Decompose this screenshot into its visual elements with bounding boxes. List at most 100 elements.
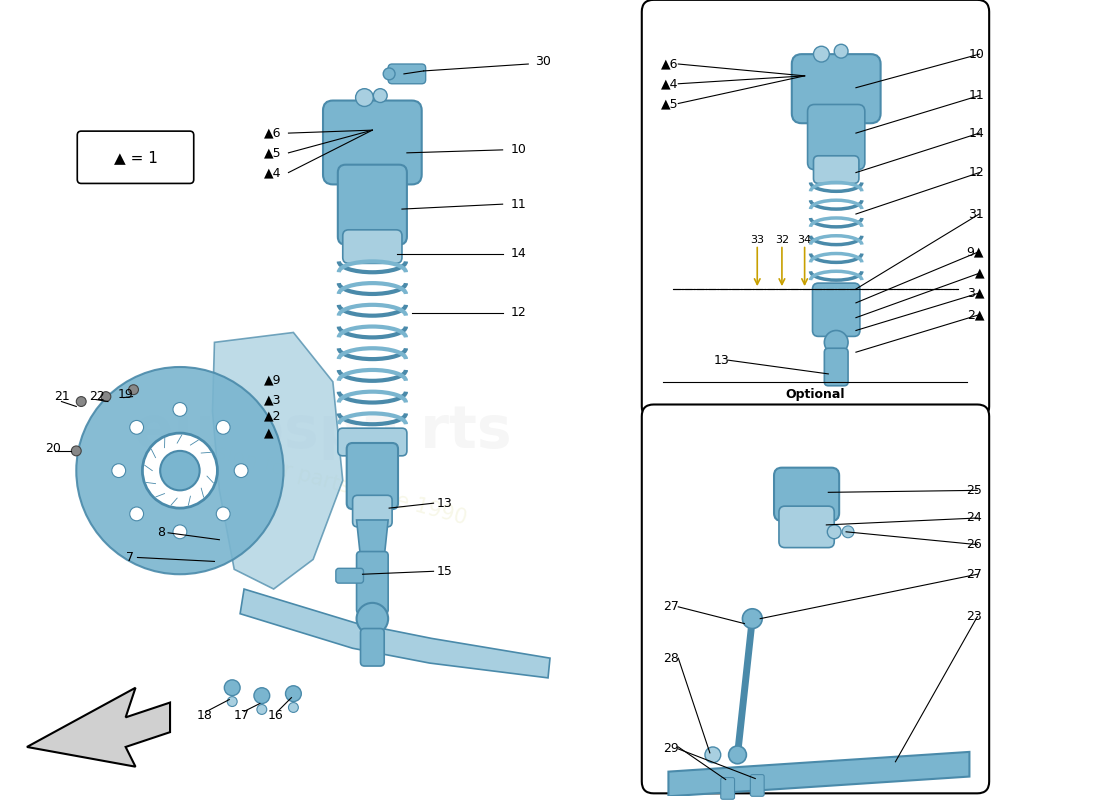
Circle shape: [129, 385, 139, 394]
Text: 12: 12: [968, 166, 984, 179]
FancyBboxPatch shape: [750, 774, 764, 796]
Text: 15: 15: [437, 565, 452, 578]
Circle shape: [257, 705, 267, 714]
FancyBboxPatch shape: [323, 101, 421, 185]
Text: 8: 8: [157, 526, 165, 539]
Circle shape: [112, 464, 125, 478]
Circle shape: [72, 446, 81, 456]
Text: 34: 34: [798, 234, 812, 245]
Text: 27: 27: [663, 600, 680, 614]
Circle shape: [814, 46, 829, 62]
Circle shape: [217, 421, 230, 434]
FancyBboxPatch shape: [77, 131, 194, 183]
Circle shape: [130, 507, 144, 521]
Circle shape: [824, 330, 848, 354]
Text: 16: 16: [267, 709, 284, 722]
Circle shape: [76, 367, 284, 574]
Text: 13: 13: [437, 497, 452, 510]
FancyBboxPatch shape: [807, 105, 865, 170]
Text: 9▲: 9▲: [967, 245, 984, 258]
Text: 10: 10: [510, 143, 527, 156]
Text: ▲: ▲: [264, 426, 274, 440]
FancyBboxPatch shape: [388, 64, 426, 84]
FancyBboxPatch shape: [361, 629, 384, 666]
Circle shape: [142, 433, 218, 508]
Text: ▲3: ▲3: [264, 393, 282, 406]
Circle shape: [254, 688, 270, 703]
Text: 20: 20: [45, 442, 60, 455]
Text: 11: 11: [510, 198, 526, 210]
Circle shape: [728, 746, 747, 764]
Text: 14: 14: [510, 247, 526, 260]
Text: 26: 26: [967, 538, 982, 551]
Text: 11: 11: [968, 89, 984, 102]
Circle shape: [705, 747, 720, 762]
Circle shape: [742, 609, 762, 629]
FancyBboxPatch shape: [779, 506, 834, 548]
Text: ▲4: ▲4: [264, 166, 282, 179]
Text: passion for parts since 1990: passion for parts since 1990: [177, 433, 469, 529]
Text: 22: 22: [89, 390, 104, 403]
Circle shape: [373, 89, 387, 102]
FancyBboxPatch shape: [792, 54, 881, 123]
FancyBboxPatch shape: [338, 165, 407, 245]
FancyBboxPatch shape: [813, 283, 860, 337]
Circle shape: [356, 603, 388, 634]
Circle shape: [834, 44, 848, 58]
Text: 14: 14: [968, 126, 984, 140]
FancyBboxPatch shape: [338, 428, 407, 456]
Text: 28: 28: [663, 652, 680, 665]
Circle shape: [383, 68, 395, 80]
Text: 21: 21: [55, 390, 70, 403]
Text: 7: 7: [125, 551, 133, 564]
Text: 10: 10: [968, 48, 984, 61]
Text: 12: 12: [510, 306, 526, 319]
FancyBboxPatch shape: [641, 405, 989, 794]
Text: 17: 17: [234, 709, 250, 722]
Circle shape: [101, 392, 111, 402]
FancyBboxPatch shape: [343, 230, 402, 263]
Text: 31: 31: [968, 207, 984, 221]
Text: 29: 29: [663, 742, 679, 755]
Text: 13: 13: [714, 354, 729, 366]
Polygon shape: [212, 333, 343, 589]
Text: ▲6: ▲6: [264, 126, 282, 140]
Text: ▲9: ▲9: [264, 374, 282, 386]
FancyBboxPatch shape: [356, 551, 388, 614]
FancyBboxPatch shape: [346, 443, 398, 509]
Text: 2▲: 2▲: [967, 308, 984, 321]
Circle shape: [76, 397, 86, 406]
Circle shape: [224, 680, 240, 696]
Circle shape: [286, 686, 301, 702]
Text: ▲6: ▲6: [660, 58, 678, 70]
FancyBboxPatch shape: [641, 0, 989, 418]
Text: Optional: Optional: [785, 388, 845, 401]
Circle shape: [173, 525, 187, 538]
FancyBboxPatch shape: [353, 495, 392, 527]
Circle shape: [217, 507, 230, 521]
Circle shape: [130, 421, 144, 434]
Circle shape: [355, 89, 373, 106]
Text: 25: 25: [967, 484, 982, 497]
Text: 19: 19: [118, 388, 133, 401]
FancyBboxPatch shape: [774, 468, 839, 521]
Text: ▲5: ▲5: [660, 97, 679, 110]
FancyBboxPatch shape: [336, 568, 363, 583]
Circle shape: [173, 402, 187, 416]
Polygon shape: [26, 688, 170, 766]
Text: 18: 18: [197, 709, 212, 722]
FancyBboxPatch shape: [824, 348, 848, 386]
Polygon shape: [669, 752, 969, 796]
Text: ▲4: ▲4: [660, 78, 678, 90]
Text: 24: 24: [967, 511, 982, 525]
Text: ▲5: ▲5: [264, 146, 282, 159]
Text: 3▲: 3▲: [967, 286, 984, 299]
Text: 33: 33: [750, 234, 764, 245]
Polygon shape: [356, 520, 388, 558]
FancyBboxPatch shape: [814, 156, 859, 183]
Circle shape: [234, 464, 248, 478]
Circle shape: [288, 702, 298, 713]
Circle shape: [228, 697, 238, 706]
FancyBboxPatch shape: [720, 778, 735, 799]
Text: ▲: ▲: [975, 266, 984, 280]
